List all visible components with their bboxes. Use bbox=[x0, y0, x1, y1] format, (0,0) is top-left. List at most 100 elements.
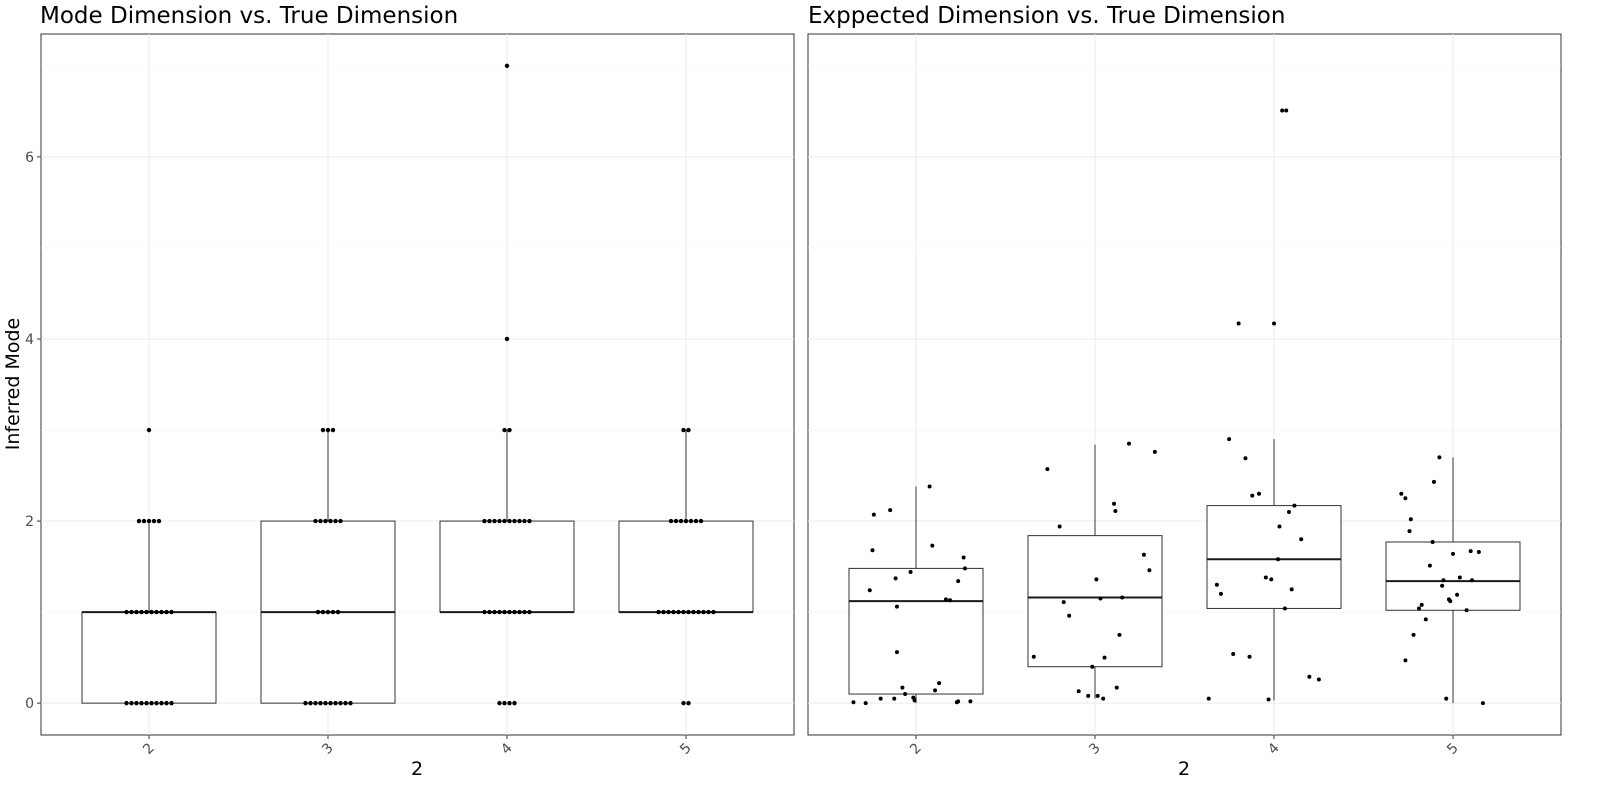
data-point bbox=[146, 427, 152, 433]
data-point bbox=[492, 609, 497, 615]
data-point bbox=[1061, 600, 1066, 605]
data-point bbox=[1272, 321, 1276, 326]
data-point bbox=[487, 609, 492, 615]
x-tick-label: 5 bbox=[1444, 740, 1462, 758]
data-point bbox=[318, 700, 323, 706]
data-point bbox=[1430, 539, 1435, 544]
y-tick-label: 0 bbox=[25, 696, 34, 712]
y-axis-title: Inferred Mode bbox=[2, 318, 24, 450]
panel-expected-dimension: Exppected Dimension vs. True Dimension 2… bbox=[807, 3, 1562, 780]
data-point bbox=[1457, 575, 1462, 580]
data-point bbox=[908, 570, 913, 575]
box-2 bbox=[81, 611, 217, 704]
data-point bbox=[1243, 456, 1248, 461]
data-point bbox=[124, 700, 129, 706]
data-point bbox=[948, 598, 952, 603]
data-point bbox=[136, 518, 142, 524]
data-point bbox=[144, 609, 149, 615]
data-point bbox=[681, 609, 686, 615]
data-point bbox=[681, 700, 686, 706]
data-point bbox=[507, 518, 512, 524]
data-point bbox=[1403, 496, 1408, 501]
data-point bbox=[681, 427, 686, 433]
data-point bbox=[1431, 479, 1436, 484]
data-point bbox=[894, 650, 899, 655]
data-point bbox=[146, 518, 152, 524]
data-point bbox=[512, 518, 517, 524]
data-point bbox=[1417, 606, 1421, 611]
data-point bbox=[139, 609, 144, 615]
box-2 bbox=[848, 567, 984, 695]
data-point bbox=[927, 484, 932, 489]
data-point bbox=[507, 700, 512, 706]
data-point bbox=[1403, 658, 1408, 663]
data-point bbox=[937, 681, 942, 686]
boxes-mode bbox=[81, 430, 754, 704]
data-point bbox=[159, 700, 164, 706]
data-point bbox=[348, 700, 353, 706]
data-point bbox=[1269, 577, 1274, 582]
data-point bbox=[698, 518, 704, 524]
data-point bbox=[1470, 578, 1475, 583]
data-point bbox=[893, 576, 898, 581]
data-point bbox=[671, 609, 676, 615]
data-point bbox=[313, 700, 318, 706]
data-point bbox=[1480, 701, 1485, 706]
data-point bbox=[507, 609, 512, 615]
data-point bbox=[878, 696, 883, 701]
data-point bbox=[159, 609, 164, 615]
data-point bbox=[134, 700, 139, 706]
data-point bbox=[502, 427, 507, 433]
data-point bbox=[1276, 557, 1281, 562]
data-point bbox=[343, 700, 348, 706]
data-point bbox=[512, 609, 517, 615]
data-point bbox=[1117, 632, 1122, 637]
data-point bbox=[308, 700, 313, 706]
data-point bbox=[1218, 591, 1223, 596]
x-tick-label: 2 bbox=[907, 740, 925, 758]
data-point bbox=[1152, 449, 1157, 454]
points-mode bbox=[124, 63, 716, 706]
data-point bbox=[1399, 491, 1404, 496]
data-point bbox=[1464, 608, 1469, 613]
data-point bbox=[527, 518, 532, 524]
data-point bbox=[1250, 493, 1255, 498]
data-point bbox=[1266, 697, 1271, 702]
data-point bbox=[691, 609, 696, 615]
box-4 bbox=[1206, 505, 1342, 609]
data-point bbox=[1257, 491, 1262, 496]
data-point bbox=[683, 518, 689, 524]
data-point bbox=[330, 609, 336, 615]
x-tick-label: 3 bbox=[319, 740, 337, 758]
data-point bbox=[1427, 563, 1432, 568]
data-point bbox=[169, 609, 174, 615]
data-point bbox=[1307, 674, 1312, 679]
data-point bbox=[696, 609, 701, 615]
data-point bbox=[686, 609, 691, 615]
data-point bbox=[320, 427, 326, 433]
data-point bbox=[1101, 696, 1106, 701]
data-point bbox=[1286, 509, 1291, 514]
data-point bbox=[502, 518, 507, 524]
x-tick-label: 3 bbox=[1086, 740, 1104, 758]
data-point bbox=[333, 518, 338, 524]
data-point bbox=[320, 609, 326, 615]
data-point bbox=[871, 512, 876, 517]
data-point bbox=[164, 609, 169, 615]
data-point bbox=[900, 685, 905, 690]
data-point bbox=[1468, 549, 1473, 554]
box-5 bbox=[618, 520, 754, 613]
data-point bbox=[666, 609, 671, 615]
x-tick-label: 5 bbox=[677, 740, 695, 758]
data-point bbox=[1423, 617, 1428, 622]
data-point bbox=[512, 700, 517, 706]
data-point bbox=[1112, 501, 1117, 506]
data-point bbox=[693, 518, 699, 524]
data-point bbox=[1206, 696, 1211, 701]
data-point bbox=[1247, 654, 1252, 659]
data-point bbox=[502, 700, 507, 706]
data-point bbox=[1316, 677, 1321, 682]
data-point bbox=[492, 518, 497, 524]
data-point bbox=[1440, 583, 1445, 588]
